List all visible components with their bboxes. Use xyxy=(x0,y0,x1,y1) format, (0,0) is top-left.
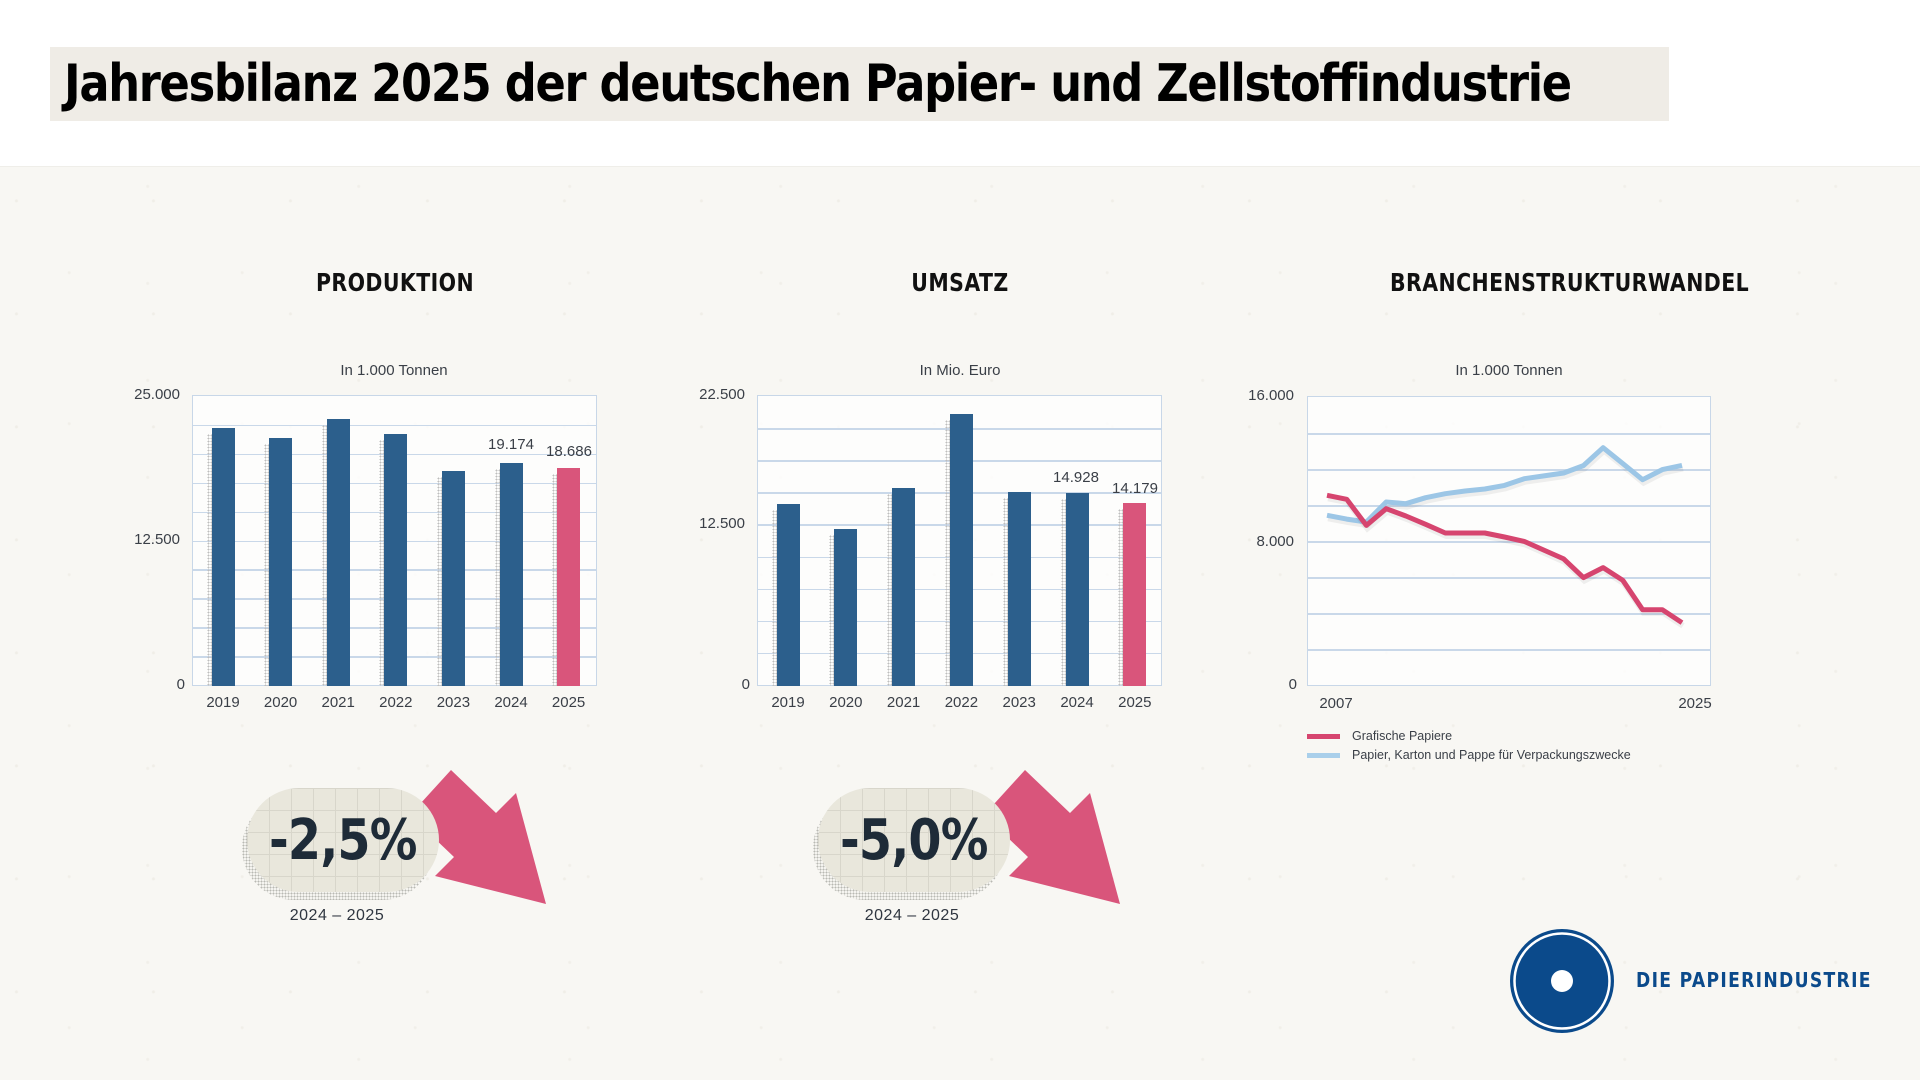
change-period: 2024 – 2025 xyxy=(289,907,385,924)
bar-2022 xyxy=(949,414,973,686)
bar-shadow xyxy=(436,477,443,686)
x-tick: 2025 xyxy=(1118,694,1152,711)
chart-subtitle: In Mio. Euro xyxy=(919,362,1001,379)
bar-shadow xyxy=(944,420,951,686)
header: Jahresbilanz 2025 der deutschen Papier- … xyxy=(0,0,1920,167)
logo-disc-icon xyxy=(1510,929,1614,1033)
y-tick: 8.000 xyxy=(1256,533,1294,550)
page-title: Jahresbilanz 2025 der deutschen Papier- … xyxy=(64,54,1572,114)
badge-pill: -2,5% xyxy=(247,788,439,892)
change-period: 2024 – 2025 xyxy=(864,907,960,924)
x-tick: 2021 xyxy=(321,694,355,711)
data-label-2025: 14.179 xyxy=(1112,480,1158,497)
y-tick: 0 xyxy=(741,676,750,693)
x-tick: 2021 xyxy=(886,694,921,711)
y-tick: 12.500 xyxy=(134,531,180,548)
y-tick: 12.500 xyxy=(699,515,745,532)
y-tick: 0 xyxy=(1288,676,1297,693)
x-tick: 2020 xyxy=(829,694,863,711)
gridline xyxy=(1308,613,1710,615)
x-tick: 2024 xyxy=(494,694,528,711)
gridline xyxy=(1308,505,1710,507)
x-tick: 2025 xyxy=(551,694,586,711)
bar-2023 xyxy=(1007,492,1031,686)
change-value: -5,0% xyxy=(840,807,988,873)
change-badge-umsatz: -5,0% xyxy=(813,788,1010,900)
bar-shadow xyxy=(887,493,894,686)
bar-2020 xyxy=(269,438,293,686)
bar-2021 xyxy=(892,487,916,686)
bar-2020 xyxy=(834,528,858,686)
x-tick: 2024 xyxy=(1060,694,1094,711)
bar-2025 xyxy=(557,468,581,686)
gridline xyxy=(1308,541,1710,543)
x-tick: 2007 xyxy=(1319,695,1353,712)
bar-shadow xyxy=(264,444,271,686)
bar-shadow xyxy=(1002,498,1009,686)
legend-label: Grafische Papiere xyxy=(1352,729,1453,743)
legend-item-grafische-papiere: Grafische Papiere xyxy=(1307,729,1452,743)
x-tick: 2019 xyxy=(206,694,240,711)
chart-subtitle: In 1.000 Tonnen xyxy=(1455,362,1563,379)
gridline xyxy=(1308,649,1710,651)
gridline xyxy=(1308,433,1710,435)
change-badge-produktion: -2,5% xyxy=(242,788,439,900)
chart-title: PRODUKTION xyxy=(315,268,475,297)
change-value: -2,5% xyxy=(269,807,417,873)
bar-shadow xyxy=(771,510,778,686)
bar-2025 xyxy=(1123,502,1147,686)
data-label-2024: 19.174 xyxy=(488,436,534,453)
chart-subtitle: In 1.000 Tonnen xyxy=(340,362,448,379)
logo-wordmark: DIE PAPIERINDUSTRIE xyxy=(1636,968,1872,992)
x-tick: 2019 xyxy=(771,694,805,711)
plot-area xyxy=(1307,396,1711,686)
bar-2021 xyxy=(326,418,350,686)
gridline xyxy=(193,424,596,427)
y-tick: 25.000 xyxy=(134,386,180,403)
legend-item-verpackung: Papier, Karton und Pappe für Verpackungs… xyxy=(1307,748,1631,762)
bar-shadow xyxy=(379,439,386,686)
x-tick: 2022 xyxy=(379,694,413,711)
bar-shadow xyxy=(829,534,836,686)
badge-pill: -5,0% xyxy=(818,788,1010,892)
bar-shadow xyxy=(494,468,501,686)
legend-swatch xyxy=(1307,733,1340,739)
bar-2024 xyxy=(499,462,523,686)
chart-title: UMSATZ xyxy=(911,268,1009,297)
y-tick: 0 xyxy=(176,676,185,693)
x-tick: 2023 xyxy=(1002,694,1036,711)
bar-shadow xyxy=(206,433,213,686)
line-series xyxy=(1326,445,1685,629)
bar-2022 xyxy=(384,433,408,686)
data-label-2024: 14.928 xyxy=(1053,469,1099,486)
y-tick: 22.500 xyxy=(699,386,745,403)
bar-shadow xyxy=(1060,498,1067,686)
bar-2019 xyxy=(211,427,235,686)
arrow-down-right-icon xyxy=(410,770,546,904)
gridline xyxy=(1308,469,1710,471)
line-grafische-papiere xyxy=(1326,492,1684,625)
bar-2019 xyxy=(776,504,800,686)
arrow-down-right-icon xyxy=(984,770,1120,904)
bar-2023 xyxy=(441,471,465,686)
bar-2024 xyxy=(1065,492,1089,686)
x-tick: 2023 xyxy=(436,694,471,711)
x-tick: 2025 xyxy=(1678,695,1712,712)
bar-shadow xyxy=(321,424,328,686)
bar-shadow xyxy=(1118,508,1125,686)
title-banner: Jahresbilanz 2025 der deutschen Papier- … xyxy=(50,47,1669,121)
data-label-2025: 18.686 xyxy=(546,443,592,460)
x-tick: 2020 xyxy=(263,694,298,711)
line-verpackung xyxy=(1326,445,1683,525)
legend-label: Papier, Karton und Pappe für Verpackungs… xyxy=(1352,748,1631,762)
bar-shadow xyxy=(552,474,559,686)
y-tick: 16.000 xyxy=(1248,387,1294,404)
x-tick: 2022 xyxy=(944,694,979,711)
gridline xyxy=(1308,577,1710,579)
legend-swatch xyxy=(1307,752,1340,758)
